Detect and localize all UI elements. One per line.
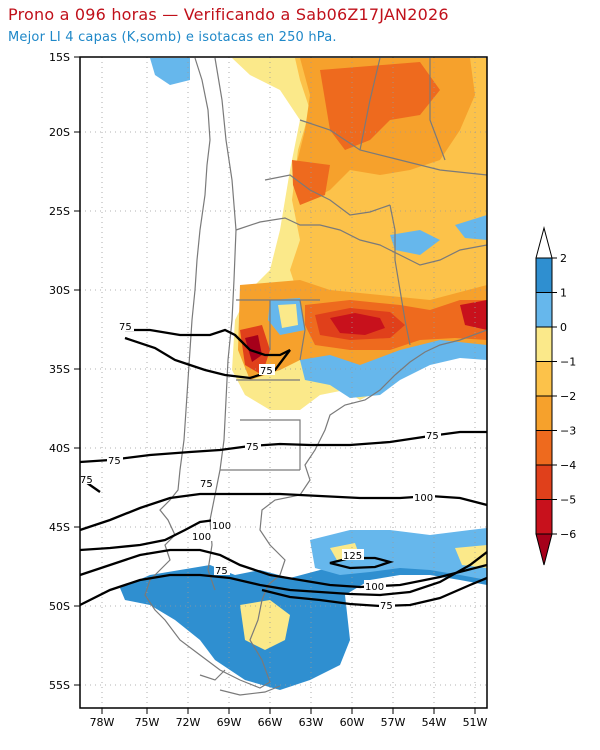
lat-axis <box>74 56 80 686</box>
lat-label: 55S <box>49 679 70 692</box>
colorbar-tick-label: −1 <box>560 356 576 369</box>
colorbar-cell <box>535 257 553 293</box>
colorbar-tick-label: −2 <box>560 390 576 403</box>
li-region-yellow-south-3 <box>455 545 487 568</box>
coastline-atlantic <box>249 329 487 683</box>
colorbar-tick-label: −4 <box>560 459 576 472</box>
colorbar-tick-label: −6 <box>560 528 576 541</box>
isotach-label: 75 <box>108 456 121 467</box>
colorbar: 2 1 0 −1 −2 −3 −4 −5 −6 <box>535 226 576 566</box>
lat-label: 20S <box>49 126 70 139</box>
map-title: Prono a 096 horas — Verificando a Sab06Z… <box>8 5 449 24</box>
isotach-label: 75 <box>246 442 259 453</box>
coastline-pacific <box>144 57 271 689</box>
map-frame <box>79 56 488 709</box>
colorbar-cell <box>535 326 553 362</box>
colorbar-bottom-arrow <box>535 533 553 566</box>
map-subtitle: Mejor LI 4 capas (K,somb) e isotacas en … <box>8 30 337 45</box>
lat-label: 35S <box>49 363 70 376</box>
isotach-label: 75 <box>200 479 213 490</box>
li-region-yellow-center-patch <box>278 304 298 328</box>
li-region-blue-south <box>120 535 487 690</box>
lat-label: 30S <box>49 284 70 297</box>
li-region-orange-dark <box>320 62 440 150</box>
isotach-label: 100 <box>212 521 231 532</box>
isotach-label: 75 <box>119 322 132 333</box>
lon-label: 57W <box>381 716 406 729</box>
lat-label: 15S <box>49 51 70 64</box>
colorbar-cell <box>535 395 553 431</box>
colorbar-tick-label: 1 <box>560 287 567 300</box>
li-region-blue-ne <box>390 230 440 255</box>
lat-label: 50S <box>49 600 70 613</box>
isotach-label: 125 <box>343 551 362 562</box>
isotach-label: 75 <box>80 475 93 486</box>
isotach-100-south <box>80 551 487 607</box>
lon-label: 60W <box>340 716 365 729</box>
colorbar-tick-label: 2 <box>560 252 567 265</box>
isotach-75-north <box>124 328 291 380</box>
lon-label: 78W <box>90 716 115 729</box>
li-region-deep-red-cuyo <box>245 335 262 362</box>
colorbar-tick-label: 0 <box>560 321 567 334</box>
lon-axis <box>101 708 476 714</box>
isotach-label: 75 <box>260 366 273 377</box>
lon-label: 51W <box>463 716 488 729</box>
border-north-2 <box>264 174 391 216</box>
lon-label: 63W <box>299 716 324 729</box>
isotach-label: 100 <box>365 582 384 593</box>
lat-labels: 15S 20S 25S 30S 35S 40S 45S 50S 55S <box>49 51 70 692</box>
colorbar-cell <box>535 430 553 466</box>
lon-label: 69W <box>217 716 242 729</box>
lon-label: 54W <box>422 716 447 729</box>
li-region-red-east <box>460 300 487 330</box>
isotach-label: 75 <box>215 566 228 577</box>
li-region-blue-ne-2 <box>455 215 487 240</box>
li-region-deepest-red <box>330 313 385 335</box>
li-region-yellow-south <box>240 600 290 650</box>
isotach-label: 100 <box>192 532 211 543</box>
isotach-label: 75 <box>426 431 439 442</box>
coastline-tierra-fuego <box>199 669 281 696</box>
isotach-75-south <box>80 548 487 589</box>
li-region-blue-nw <box>150 58 190 85</box>
colorbar-tick-label: −5 <box>560 494 576 507</box>
border-east <box>389 204 411 346</box>
lat-label: 25S <box>49 205 70 218</box>
colorbar-cell <box>535 361 553 397</box>
isotach-label: 100 <box>414 493 433 504</box>
colorbar-ticks: 2 1 0 −1 −2 −3 −4 −5 −6 <box>552 252 576 541</box>
colorbar-top-arrow <box>535 226 553 259</box>
isotach-label: 75 <box>380 601 393 612</box>
lat-label: 45S <box>49 521 70 534</box>
lon-label: 66W <box>258 716 283 729</box>
colorbar-cell <box>535 499 553 535</box>
lon-label: 72W <box>176 716 201 729</box>
li-region-blue-coast <box>300 340 487 398</box>
colorbar-cell <box>535 292 553 328</box>
border-brazil <box>299 57 487 176</box>
isotach-100-b <box>80 518 216 552</box>
colorbar-cells <box>535 257 553 535</box>
colorbar-cell <box>535 464 553 500</box>
lon-label: 75W <box>135 716 160 729</box>
border-provinces <box>220 299 320 471</box>
isotach-label-group: 75 75 75 75 75 75 75 100 100 100 75 125 … <box>80 320 441 612</box>
border-north-1 <box>235 217 487 266</box>
colorbar-tick-label: −3 <box>560 425 576 438</box>
lat-label: 40S <box>49 442 70 455</box>
lon-labels: 78W 75W 72W 69W 66W 63W 60W 57W 54W 51W <box>90 716 488 729</box>
